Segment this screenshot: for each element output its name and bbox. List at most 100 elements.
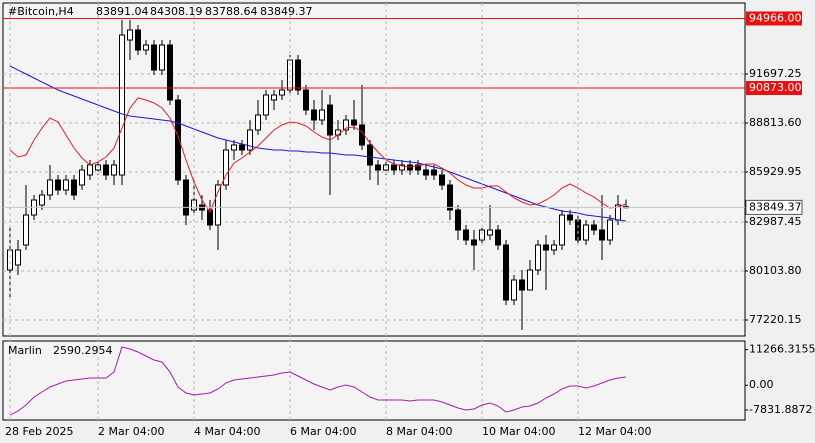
level-label-box xyxy=(746,11,802,26)
candle-body xyxy=(239,144,245,151)
candle-body xyxy=(495,229,501,246)
candle-body xyxy=(455,209,461,231)
candle-body xyxy=(447,184,453,211)
candle-body xyxy=(391,164,397,171)
x-tick-label: 10 Mar 04:00 xyxy=(482,425,555,438)
candle-body xyxy=(127,29,133,41)
candle-body xyxy=(439,174,445,186)
candle-body xyxy=(527,269,533,291)
candle-body xyxy=(591,224,597,231)
y-tick-label: 80103.80 xyxy=(749,264,802,277)
candle-body xyxy=(167,44,173,101)
candle-body xyxy=(431,169,437,176)
candle-body xyxy=(103,164,109,176)
candle-body xyxy=(487,229,493,236)
x-tick-label: 28 Feb 2025 xyxy=(5,425,73,438)
candle-body xyxy=(247,129,253,151)
candle-body xyxy=(543,244,549,251)
main-panel xyxy=(2,2,746,337)
candle-body xyxy=(295,59,301,91)
x-tick-label: 8 Mar 04:00 xyxy=(386,425,452,438)
candle-body xyxy=(567,214,573,221)
candle-body xyxy=(607,219,613,241)
candle-body xyxy=(319,109,325,121)
indicator-panel xyxy=(2,340,746,421)
candle-body xyxy=(143,44,149,51)
x-tick-label: 12 Mar 04:00 xyxy=(578,425,651,438)
candle-body xyxy=(327,104,333,136)
candle-body xyxy=(39,194,45,206)
ohlc-low: 83788.64 xyxy=(205,5,258,18)
candle-body xyxy=(7,249,13,271)
candle-body xyxy=(135,29,141,51)
candle-body xyxy=(175,99,181,181)
level-label: 94966.00 xyxy=(749,11,802,24)
candle-body xyxy=(599,229,605,241)
candle-body xyxy=(15,249,21,266)
y-tick-label: 85929.95 xyxy=(749,165,802,178)
indicator-line xyxy=(9,346,627,416)
candle-body xyxy=(583,224,589,241)
candle-body xyxy=(263,94,269,116)
candle-body xyxy=(503,244,509,301)
y-tick-label: 82987.45 xyxy=(749,215,802,228)
candle-body xyxy=(535,244,541,271)
candle-body xyxy=(423,169,429,176)
price-label-box xyxy=(745,199,803,215)
candle-body xyxy=(311,109,317,121)
moving-average xyxy=(9,65,627,222)
candle-body xyxy=(79,169,85,186)
candle-body xyxy=(399,164,405,171)
candle-body xyxy=(351,119,357,126)
candle-body xyxy=(343,119,349,131)
candle-body xyxy=(559,214,565,246)
y-tick-label: 77220.15 xyxy=(749,313,802,326)
y-tick-label: -7831.8872 xyxy=(749,403,812,416)
candle-body xyxy=(519,279,525,291)
candle-body xyxy=(47,179,53,196)
indicator-title: Marlin xyxy=(8,344,42,357)
candle-body xyxy=(335,129,341,136)
y-tick-label: 0.00 xyxy=(749,378,774,391)
candle-body xyxy=(367,144,373,166)
candle-body xyxy=(119,34,125,176)
ohlc-open: 83891.04 xyxy=(96,5,149,18)
ohlc-high: 84308.19 xyxy=(150,5,203,18)
candle-body xyxy=(23,214,29,246)
candle-body xyxy=(215,184,221,226)
price-label: 83849.37 xyxy=(749,200,802,213)
candle-body xyxy=(279,89,285,96)
candle-body xyxy=(207,209,213,226)
candle-body xyxy=(151,44,157,71)
layer: 91697.25 88813.60 85929.95 82987.45 80103.80… xyxy=(3,3,815,438)
candle-body xyxy=(551,244,557,251)
x-tick-label: 2 Mar 04:00 xyxy=(98,425,164,438)
candle-body xyxy=(511,279,517,301)
chart-title: #Bitcoin,H4 xyxy=(8,5,74,18)
candle-body xyxy=(375,164,381,171)
indicator-value: 2590.2954 xyxy=(53,344,113,357)
y-tick-label: 88813.60 xyxy=(749,116,802,129)
candle-body xyxy=(183,179,189,216)
candle-body xyxy=(575,219,581,241)
x-tick-label: 4 Mar 04:00 xyxy=(194,425,260,438)
candle-body xyxy=(415,164,421,171)
candle-body xyxy=(87,164,93,176)
x-tick-label: 6 Mar 04:00 xyxy=(290,425,356,438)
ohlc-close: 83849.37 xyxy=(260,5,313,18)
candle-body xyxy=(223,149,229,186)
candle-body xyxy=(231,144,237,151)
candle-body xyxy=(159,44,165,71)
candle-body xyxy=(63,179,69,191)
candle-body xyxy=(55,179,61,191)
candle-body xyxy=(255,114,261,131)
moving-average xyxy=(9,97,627,214)
candle-body xyxy=(71,179,77,196)
candle-body xyxy=(111,164,117,176)
candle-body xyxy=(463,229,469,241)
candle-body xyxy=(271,94,277,101)
level-label: 90873.00 xyxy=(749,81,802,94)
candle-body xyxy=(471,239,477,246)
level-label-box xyxy=(746,81,802,96)
